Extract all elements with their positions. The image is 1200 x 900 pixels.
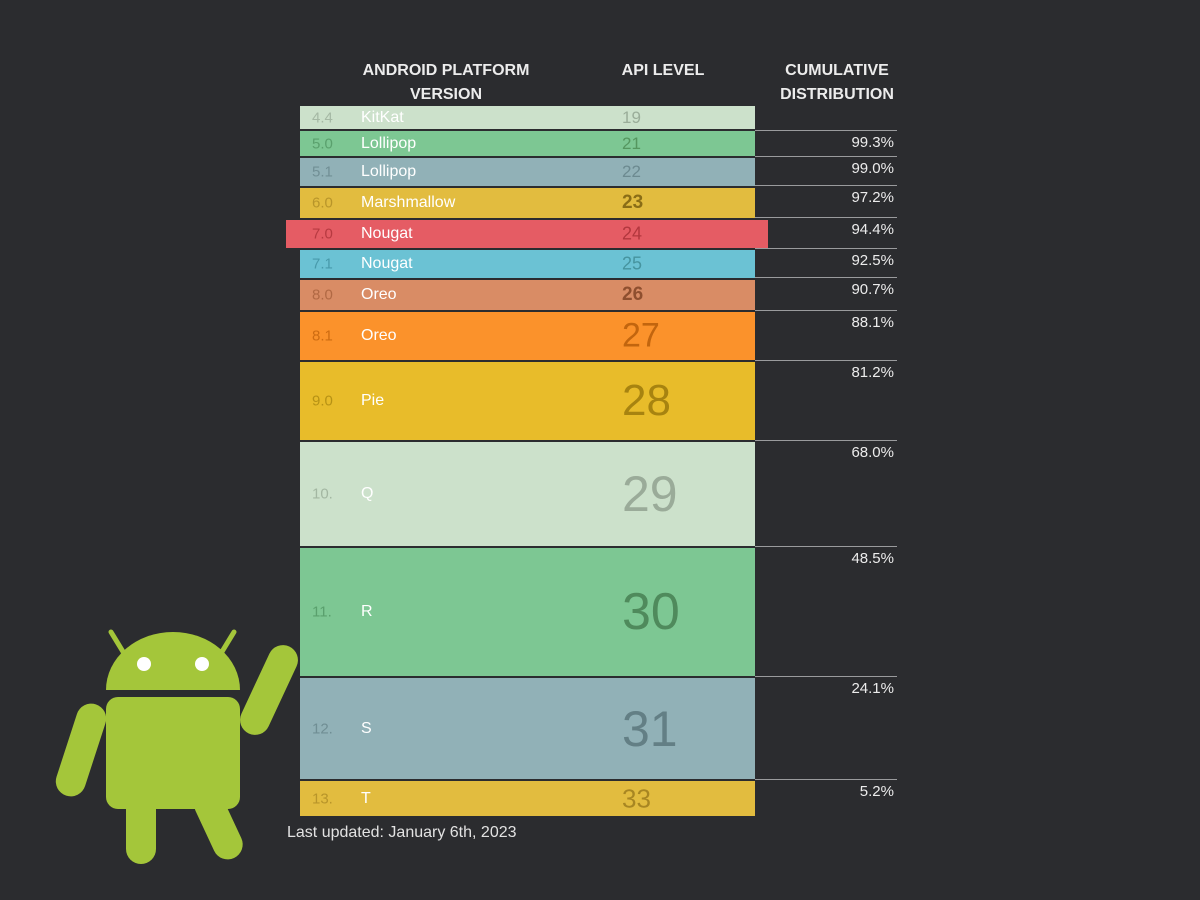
version-number: 6.0 <box>312 194 333 212</box>
version-name: Nougat <box>361 225 413 242</box>
version-name: Q <box>361 485 374 502</box>
version-number: 4.4 <box>312 109 333 126</box>
table-row: 13. T 33 <box>300 781 755 818</box>
android-robot-icon <box>55 629 298 864</box>
last-updated-note: Last updated: January 6th, 2023 <box>287 824 517 841</box>
api-level: 31 <box>622 700 678 757</box>
version-number: 7.0 <box>312 225 333 243</box>
cumulative-value: 88.1% <box>851 314 894 331</box>
row-separator <box>755 217 897 218</box>
header-cumulative-distribution: CUMULATIVE DISTRIBUTION <box>780 62 894 103</box>
cumulative-value: 90.7% <box>851 281 894 298</box>
version-name: S <box>361 719 372 737</box>
api-level: 25 <box>622 253 643 274</box>
table-row: 11. R 30 <box>300 548 755 678</box>
version-name: Oreo <box>361 327 397 344</box>
row-separator <box>755 360 897 361</box>
api-level: 33 <box>622 783 651 813</box>
row-separator <box>755 130 897 131</box>
api-level: 21 <box>622 133 641 153</box>
table-row: 8.0 Oreo 26 <box>300 280 755 312</box>
version-name: Lollipop <box>361 163 417 180</box>
version-number: 5.0 <box>312 135 333 152</box>
cumulative-value: 99.3% <box>851 134 894 151</box>
api-level: 30 <box>622 583 680 641</box>
api-level: 28 <box>622 376 671 425</box>
version-number: 12. <box>312 720 333 737</box>
cumulative-value: 99.0% <box>851 160 894 177</box>
api-level: 19 <box>622 107 641 127</box>
version-name: Lollipop <box>361 134 417 152</box>
table-row: 6.0 Marshmallow 23 <box>300 188 755 220</box>
api-level: 26 <box>622 284 644 305</box>
version-number: 13. <box>312 790 333 807</box>
version-name: R <box>361 603 373 620</box>
row-separator <box>755 185 897 186</box>
version-name: Marshmallow <box>361 194 456 211</box>
table-row: 9.0 Pie 28 <box>300 362 755 442</box>
version-number: 5.1 <box>312 163 333 181</box>
cumulative-value: 68.0% <box>851 444 894 461</box>
row-separator <box>755 277 897 278</box>
version-name: Oreo <box>361 286 397 303</box>
api-level: 23 <box>622 192 644 213</box>
version-number: 10. <box>312 485 333 503</box>
table-row: 5.1 Lollipop 22 <box>300 158 755 188</box>
header-api-level: API LEVEL <box>621 62 705 79</box>
version-name: KitKat <box>361 108 404 126</box>
cumulative-value: 97.2% <box>851 189 894 206</box>
cumulative-value: 94.4% <box>851 221 894 238</box>
row-separator <box>755 156 897 157</box>
version-number: 8.0 <box>312 286 333 304</box>
version-name: T <box>361 789 371 807</box>
api-level: 27 <box>622 316 660 355</box>
table-row: 10. Q 29 <box>300 442 755 548</box>
version-name: Pie <box>361 392 385 409</box>
version-name: Nougat <box>361 255 413 272</box>
row-separator <box>755 676 897 677</box>
table-row: 7.0 Nougat 24 <box>286 220 768 250</box>
row-separator <box>755 779 897 780</box>
cumulative-value: 24.1% <box>851 680 894 697</box>
table-row: 4.4 KitKat 19 <box>300 106 755 131</box>
table-row: 5.0 Lollipop 21 <box>300 131 755 158</box>
version-number: 11. <box>312 603 332 621</box>
row-separator <box>755 546 897 547</box>
version-number: 9.0 <box>312 392 333 410</box>
row-separator <box>755 440 897 441</box>
version-number: 7.1 <box>312 255 333 273</box>
table-row: 12. S 31 <box>300 678 755 781</box>
cumulative-value: 92.5% <box>851 252 894 269</box>
header-platform-version: ANDROID PLATFORM VERSION <box>362 62 530 103</box>
row-separator <box>755 310 897 311</box>
api-level: 29 <box>622 466 678 522</box>
api-level: 22 <box>622 162 641 181</box>
version-number: 8.1 <box>312 327 333 345</box>
table-row: 7.1 Nougat 25 <box>300 250 755 280</box>
cumulative-value: 48.5% <box>851 550 894 567</box>
row-separator <box>755 248 897 249</box>
table-row: 8.1 Oreo 27 <box>300 312 755 362</box>
cumulative-value: 5.2% <box>859 783 894 800</box>
api-level: 24 <box>622 223 643 244</box>
cumulative-value: 81.2% <box>851 364 894 381</box>
